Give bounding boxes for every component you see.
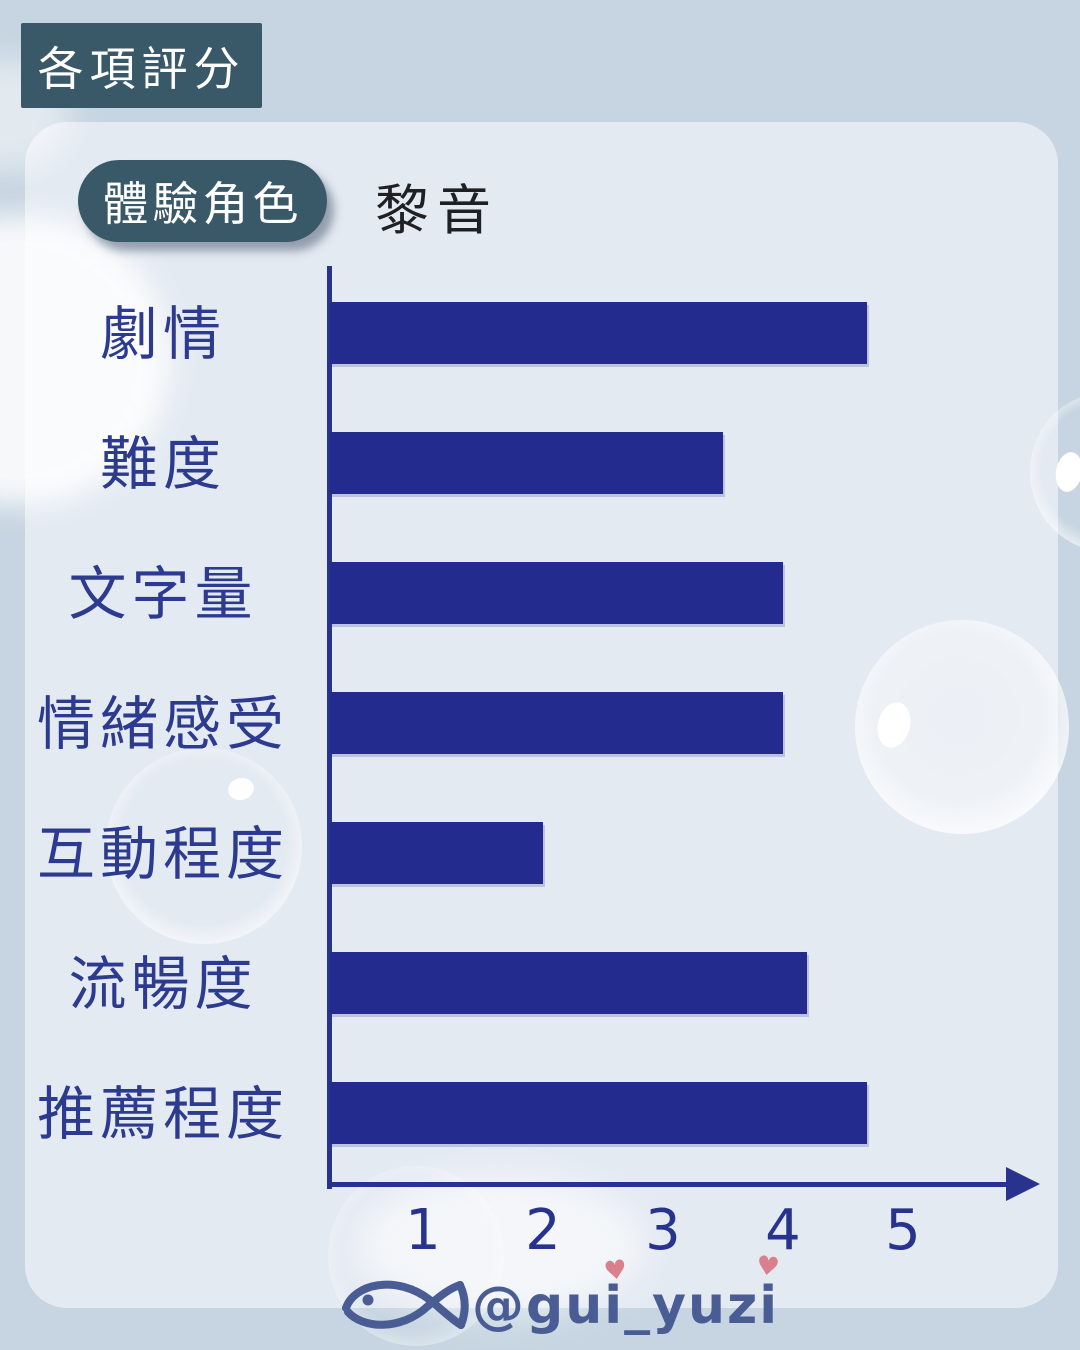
category-label: 情緒感受 [36,690,289,758]
y-axis-line [327,266,332,1189]
bar-4 [330,692,783,754]
bar-3 [330,562,783,624]
x-tick-label: 2 [525,1198,561,1263]
role-name: 黎音 [375,179,499,242]
heart-icon: ♥ [754,1250,782,1284]
category-label: 劇情 [99,300,226,368]
x-axis-arrow-icon [1006,1167,1040,1201]
heart-icon: ♥ [602,1254,630,1288]
bar-5 [330,822,543,884]
bar-6 [330,952,807,1014]
category-label: 推薦程度 [36,1080,289,1148]
x-tick-label: 1 [405,1198,441,1263]
category-label: 互動程度 [36,820,289,888]
category-label: 文字量 [68,560,258,628]
fish-icon [342,1280,469,1329]
watermark-handle: @gui_yuzi [472,1276,780,1336]
x-tick-label: 5 [885,1198,921,1263]
page-title: 各項評分 [37,41,246,96]
bar-7 [330,1082,867,1144]
x-tick-label: 4 [765,1198,801,1263]
bar-1 [330,302,867,364]
x-axis-line [327,1182,1012,1187]
x-tick-label: 3 [645,1198,681,1263]
category-label: 難度 [99,430,226,498]
bar-2 [330,432,723,494]
category-label: 流暢度 [68,950,258,1018]
